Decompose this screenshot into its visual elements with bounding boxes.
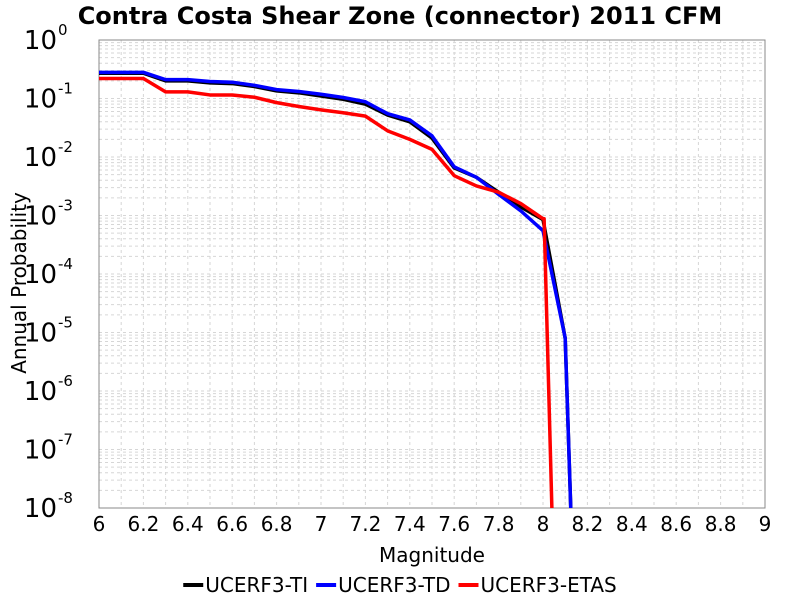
plot-area <box>98 39 766 509</box>
legend: UCERF3-TI UCERF3-TD UCERF3-ETAS <box>183 573 617 597</box>
x-tick-label: 8 <box>537 512 550 536</box>
y-tick-exponent: -7 <box>58 431 73 449</box>
series-group <box>99 70 573 509</box>
y-tick-exponent: -3 <box>58 197 73 215</box>
x-tick-label: 8.4 <box>616 512 648 536</box>
y-tick-exponent: -8 <box>58 489 73 507</box>
x-tick-label: 7.2 <box>349 512 381 536</box>
y-tick-label: 10 <box>24 319 57 349</box>
y-tick-exponent: -6 <box>58 372 73 390</box>
series-line-ucerf3-td <box>99 70 573 509</box>
y-tick-exponent: -2 <box>58 138 73 156</box>
y-tick-exponent: 0 <box>58 21 68 39</box>
x-tick-label: 7.4 <box>394 512 426 536</box>
y-tick-exponent: -1 <box>58 80 73 98</box>
x-tick-label: 6.2 <box>127 512 159 536</box>
x-tick-label: 7.8 <box>483 512 515 536</box>
y-tick-label: 10 <box>24 26 57 56</box>
x-tick-label: 7 <box>315 512 328 536</box>
y-tick-label: 10 <box>24 260 57 290</box>
legend-label: UCERF3-TI <box>205 573 308 597</box>
x-tick-label: 6.8 <box>261 512 293 536</box>
x-tick-label: 8.6 <box>660 512 692 536</box>
y-tick-label: 10 <box>24 436 57 466</box>
y-axis-label: Annual Probability <box>7 192 31 374</box>
x-axis: 6 6.2 6.4 6.6 6.8 7 7.2 7.4 7.6 7.8 8 8.2 8.4 8.6 8.8 9 <box>93 512 772 536</box>
y-tick-exponent: -5 <box>58 314 73 332</box>
grid <box>98 40 766 509</box>
y-tick-label: 10 <box>24 85 57 115</box>
y-tick-label: 10 <box>24 494 57 524</box>
y-tick-label: 10 <box>24 202 57 232</box>
x-tick-label: 8.8 <box>705 512 737 536</box>
x-axis-label: Magnitude <box>379 543 485 567</box>
y-tick-exponent: -4 <box>58 255 73 273</box>
x-tick-label: 6 <box>93 512 106 536</box>
legend-label: UCERF3-TD <box>338 573 450 597</box>
x-tick-label: 9 <box>759 512 772 536</box>
y-tick-label: 10 <box>24 143 57 173</box>
x-tick-label: 8.2 <box>571 512 603 536</box>
chart-title: Contra Costa Shear Zone (connector) 2011… <box>78 2 723 30</box>
x-tick-label: 7.6 <box>438 512 470 536</box>
x-tick-label: 6.4 <box>172 512 204 536</box>
y-tick-label: 10 <box>24 377 57 407</box>
x-tick-label: 6.6 <box>216 512 248 536</box>
series-line-ucerf3-etas <box>99 76 554 509</box>
legend-label: UCERF3-ETAS <box>480 573 616 597</box>
